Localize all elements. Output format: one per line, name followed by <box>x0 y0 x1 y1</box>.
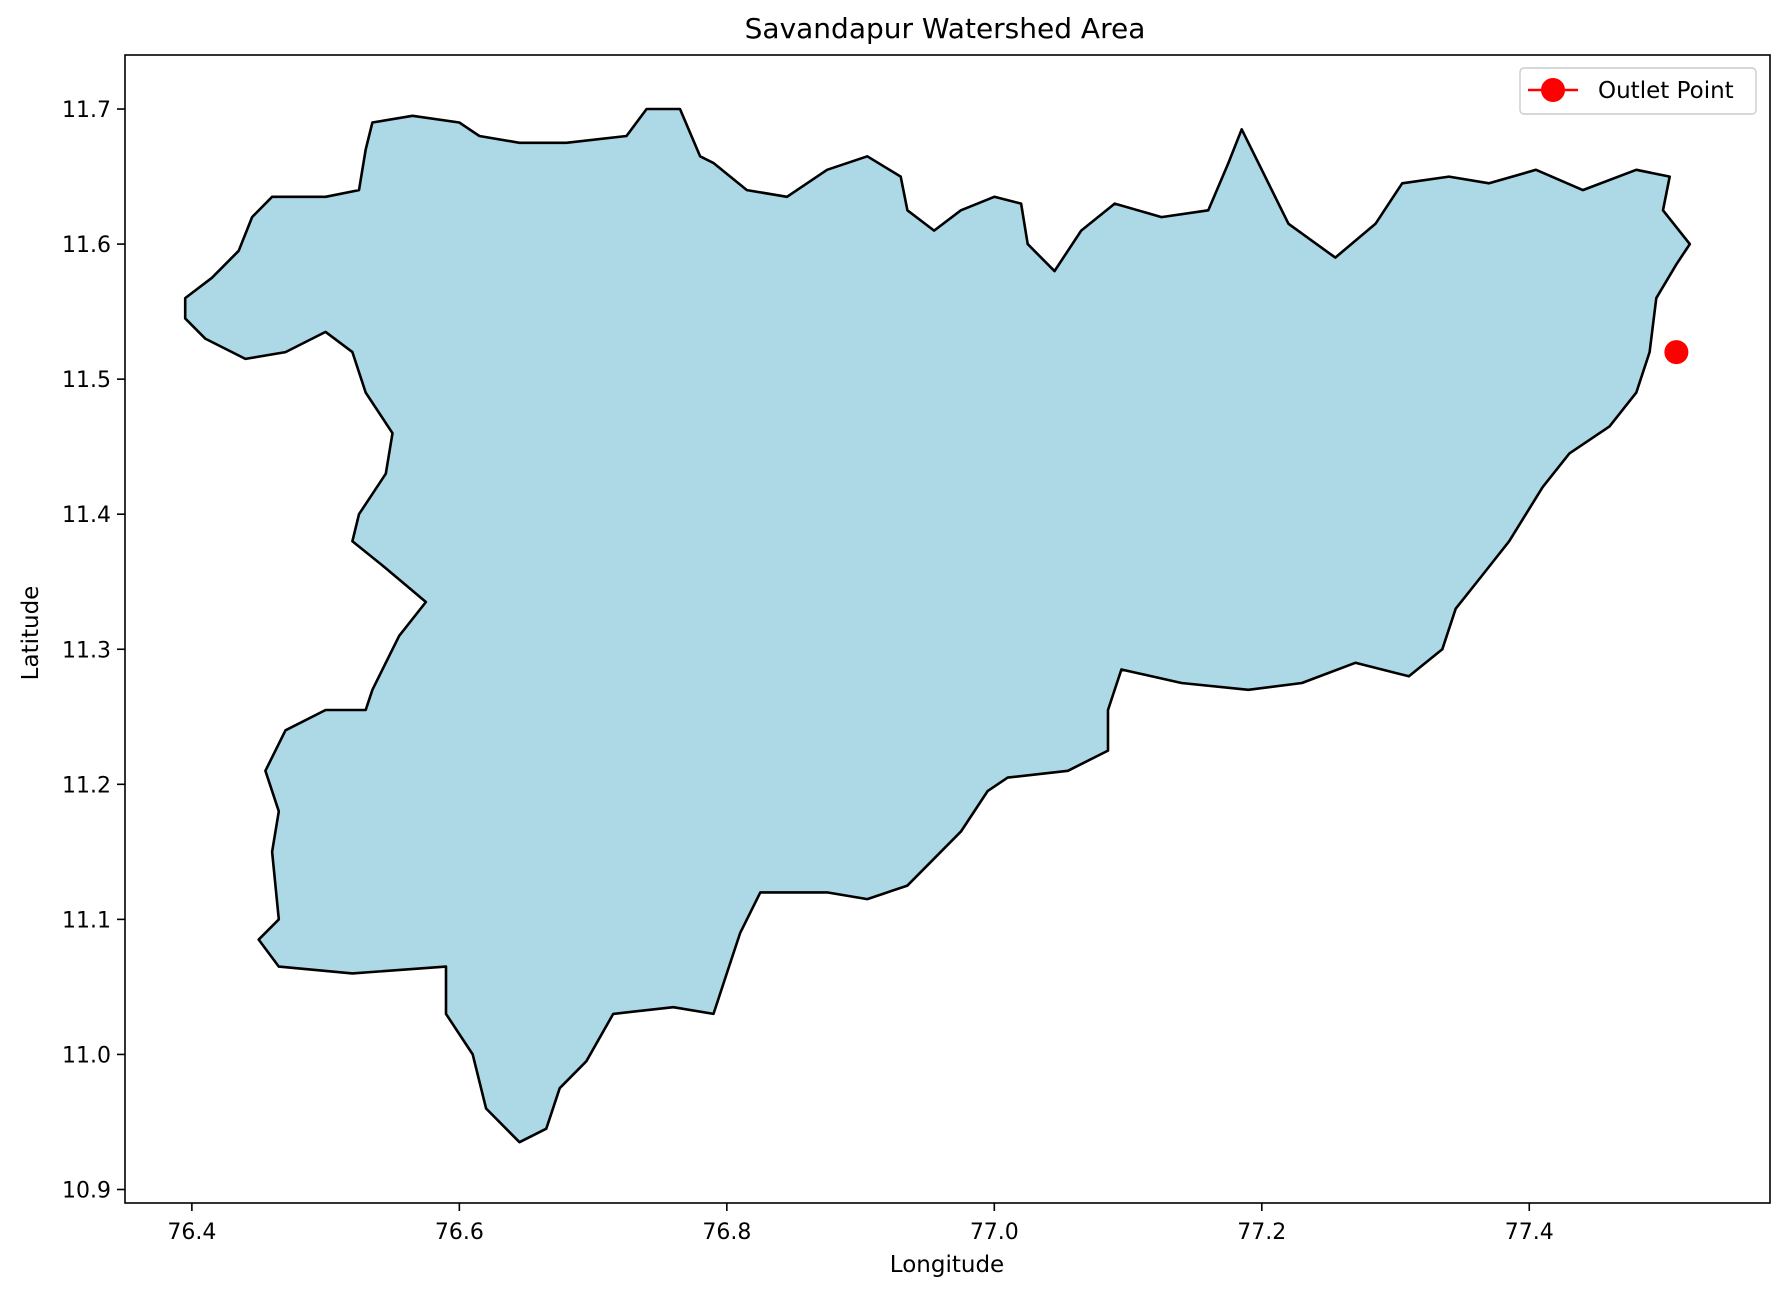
y-tick-label: 11.7 <box>62 98 111 123</box>
chart-title: Savandapur Watershed Area <box>745 12 1146 45</box>
watershed-polygon <box>183 107 1692 1144</box>
y-tick-label: 11.2 <box>62 773 111 798</box>
x-tick-label: 76.6 <box>435 1220 484 1245</box>
x-tick-label: 77.2 <box>1237 1220 1286 1245</box>
y-tick-label: 11.3 <box>62 638 111 663</box>
legend: Outlet Point <box>1519 67 1757 115</box>
y-tick-label: 11.6 <box>62 233 111 258</box>
plot-frame <box>124 54 1771 1204</box>
x-axis-label: Longitude <box>890 1252 1004 1278</box>
outlet-point-marker <box>1664 340 1689 365</box>
y-tick-label: 11.0 <box>62 1043 111 1068</box>
y-axis-ticks: 10.9 11.0 11.1 11.2 11.3 11.4 11.5 11.6 11.7 <box>62 98 125 1203</box>
y-tick-label: 10.9 <box>62 1178 111 1203</box>
outlet-point-marker-group <box>1664 340 1689 365</box>
x-tick-label: 76.4 <box>167 1220 216 1245</box>
y-tick-label: 11.5 <box>62 368 111 393</box>
legend-marker-outlet-point <box>1541 78 1565 102</box>
x-tick-label: 76.8 <box>702 1220 751 1245</box>
legend-box <box>1519 67 1757 115</box>
y-tick-label: 11.4 <box>62 503 111 528</box>
y-tick-label: 11.1 <box>62 908 111 933</box>
x-axis-ticks: 76.4 76.6 76.8 77.0 77.2 77.4 <box>167 1203 1554 1245</box>
x-tick-label: 77.4 <box>1505 1220 1554 1245</box>
x-tick-label: 77.0 <box>970 1220 1019 1245</box>
legend-label-outlet-point: Outlet Point <box>1598 78 1734 104</box>
y-axis-label: Latitude <box>18 586 44 681</box>
